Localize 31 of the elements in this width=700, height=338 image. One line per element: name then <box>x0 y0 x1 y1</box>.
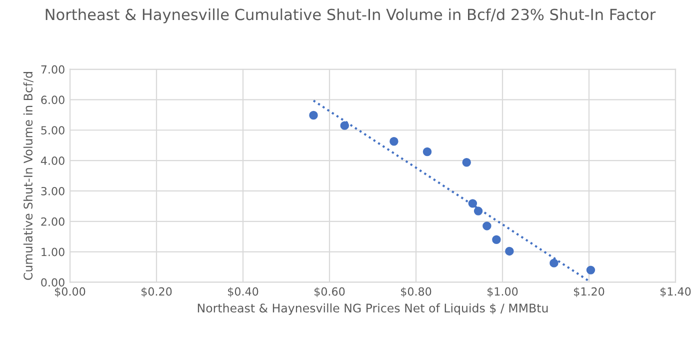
point <box>340 121 350 130</box>
x-tick-label: $1.40 <box>660 287 691 298</box>
y-tick-label: 5.00 <box>41 126 64 135</box>
point <box>462 158 471 167</box>
x-tick-label: $1.00 <box>488 287 518 298</box>
point <box>492 235 501 244</box>
y-tick-label: 1.00 <box>42 248 64 256</box>
point <box>474 206 483 216</box>
point <box>586 266 596 274</box>
y-tick-label: 0.00 <box>41 278 64 287</box>
x-tick-label: $0.00 <box>55 287 86 298</box>
point <box>482 222 492 230</box>
point <box>422 147 432 156</box>
point <box>309 110 318 120</box>
y-tick-label: 7.00 <box>41 65 64 74</box>
x-tick-label: $0.40 <box>228 287 258 298</box>
y-tick-label: 6.00 <box>41 96 64 104</box>
point <box>505 246 514 256</box>
x-tick-label: $0.80 <box>401 287 432 298</box>
x-axis-title: Northeast & Haynesville NG Prices Net of Liquids $ / MMBtu <box>198 303 548 315</box>
x-tick-label: $1.20 <box>574 287 604 298</box>
x-tick-label: $0.20 <box>142 287 172 298</box>
point <box>550 258 558 268</box>
y-axis-title: Cumulative Shut-In Volume in Bcf/d <box>23 72 34 280</box>
y-tick-label: 2.00 <box>41 217 64 226</box>
y-tick-label: 3.00 <box>41 186 64 196</box>
x-tick-label: $0.60 <box>314 287 345 298</box>
y-tick-label: 4.00 <box>40 156 64 165</box>
point <box>468 199 478 208</box>
chart-title: Northeast & Haynesville Cumulative Shut-In Volume in Bcf/d 23% Shut-In Factor <box>46 8 656 24</box>
point <box>390 137 398 146</box>
